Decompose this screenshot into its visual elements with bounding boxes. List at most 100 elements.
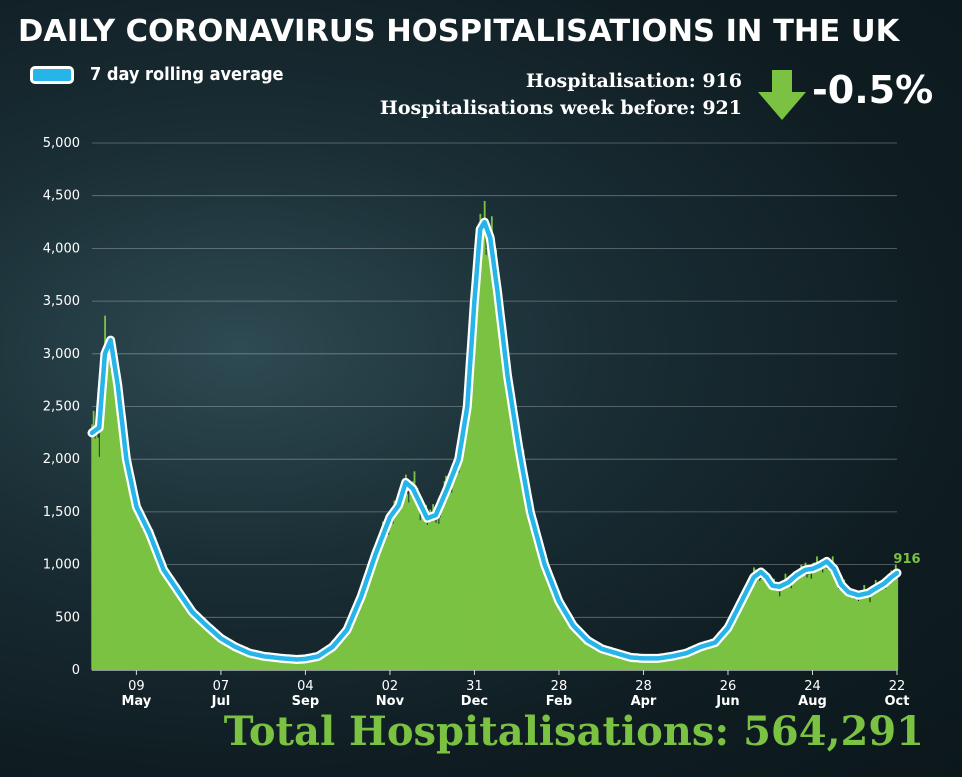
daily-bar (810, 578, 813, 670)
daily-bar (863, 585, 866, 670)
daily-bar (510, 389, 513, 670)
daily-bar (508, 384, 510, 670)
daily-bar (374, 554, 377, 670)
daily-bar (576, 630, 579, 670)
daily-bar (396, 505, 399, 670)
total-hospitalisations: Total Hospitalisations: 564,291 (223, 708, 924, 755)
daily-bar (101, 398, 104, 670)
daily-bar (657, 658, 659, 670)
daily-bar (518, 448, 520, 670)
daily-bar (452, 466, 455, 670)
daily-bar (341, 634, 344, 670)
daily-bar (412, 481, 414, 670)
daily-bar (304, 658, 307, 670)
daily-bar (367, 578, 370, 670)
daily-bar (244, 649, 247, 670)
x-tick-day: 31 (466, 679, 483, 694)
daily-bar (873, 590, 876, 670)
daily-bar (334, 640, 337, 670)
daily-bar (592, 643, 595, 670)
daily-bar (310, 657, 313, 670)
daily-bar (573, 625, 576, 670)
daily-bar (582, 634, 585, 670)
daily-bar (446, 494, 449, 670)
daily-bar (787, 585, 790, 670)
daily-bar (674, 654, 677, 670)
daily-bar (225, 640, 228, 670)
daily-bar (543, 570, 546, 670)
daily-bar (410, 496, 413, 670)
daily-bar (579, 636, 582, 670)
daily-bar (893, 569, 896, 670)
daily-bar (860, 595, 863, 670)
daily-bar (722, 629, 725, 670)
daily-bar (817, 569, 820, 670)
daily-bar (811, 563, 814, 670)
daily-bar (372, 567, 374, 670)
daily-bar (445, 475, 447, 670)
daily-bar (188, 613, 191, 670)
daily-bar (705, 643, 708, 670)
daily-bar (601, 647, 604, 670)
daily-bar (770, 582, 773, 670)
daily-bar (406, 493, 409, 670)
x-tick-day: 28 (635, 679, 652, 694)
daily-bar (814, 565, 817, 670)
daily-bar (455, 468, 457, 670)
daily-bar (95, 424, 98, 670)
daily-bar (280, 658, 283, 670)
daily-bar (450, 492, 453, 670)
daily-bar (605, 649, 608, 670)
daily-bar (201, 618, 204, 670)
daily-bar (108, 335, 111, 670)
daily-bar (883, 581, 886, 670)
daily-bar (233, 643, 235, 670)
x-tick-day: 09 (128, 679, 145, 694)
daily-bar (235, 648, 238, 670)
daily-bar (200, 622, 202, 670)
daily-bar (124, 431, 127, 670)
daily-bar (595, 646, 598, 670)
daily-bar (853, 599, 856, 670)
daily-bar (880, 590, 883, 670)
daily-bar (891, 575, 894, 670)
daily-bar (99, 407, 102, 670)
daily-bar (307, 657, 310, 670)
daily-bar (112, 361, 115, 670)
daily-bar (420, 504, 423, 670)
daily-bar (513, 424, 516, 670)
daily-bar (214, 630, 217, 670)
daily-bar (243, 650, 245, 670)
daily-bar (672, 656, 675, 670)
daily-bar (125, 471, 128, 670)
daily-bar (569, 617, 572, 670)
y-tick-label: 1,500 (43, 505, 80, 520)
daily-bar (896, 578, 899, 670)
daily-bar (655, 657, 658, 670)
daily-bar (744, 596, 747, 670)
daily-bar (821, 572, 824, 670)
daily-bar (195, 617, 198, 670)
daily-bar (748, 589, 751, 670)
daily-bar (347, 628, 350, 670)
daily-bar (637, 658, 639, 670)
daily-bar (688, 653, 691, 670)
daily-bar (313, 658, 316, 670)
daily-bar (250, 654, 253, 670)
daily-bar (267, 657, 270, 670)
daily-bar (486, 233, 489, 670)
daily-bar (370, 561, 373, 670)
daily-bar (879, 581, 881, 670)
daily-bar (324, 651, 327, 670)
daily-bar (704, 645, 707, 670)
daily-bar (545, 569, 548, 670)
daily-bar (614, 652, 616, 670)
daily-bar (321, 653, 324, 670)
daily-bar (351, 615, 354, 670)
daily-bar (139, 514, 142, 670)
daily-bar (578, 633, 581, 670)
daily-bar (664, 656, 667, 670)
daily-bar (834, 570, 837, 670)
daily-bar (392, 523, 394, 670)
daily-bar (270, 658, 273, 670)
